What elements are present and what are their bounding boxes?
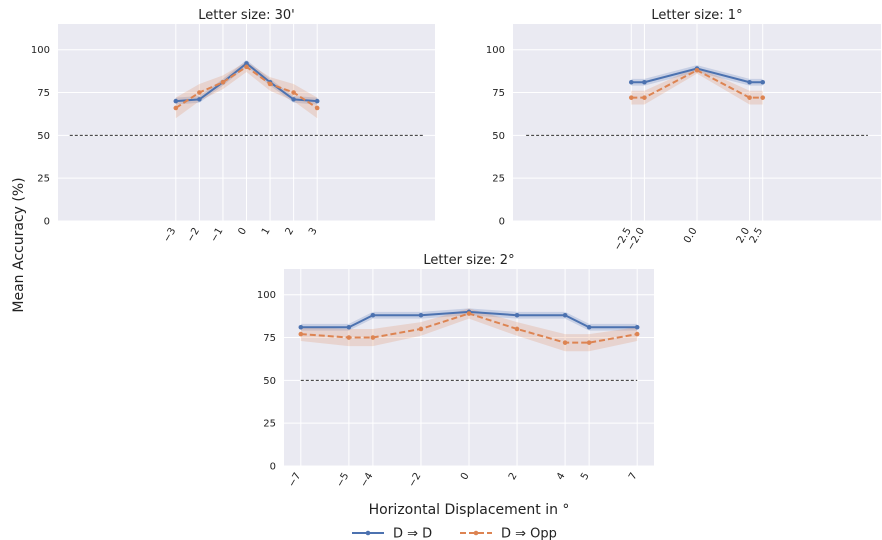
y-tick-label: 75 xyxy=(492,88,505,99)
data-point xyxy=(628,95,634,100)
data-point xyxy=(418,326,424,332)
ci-band xyxy=(631,65,763,86)
x-tick-label: −2 xyxy=(407,471,424,489)
x-tick-label: 4 xyxy=(555,471,568,482)
data-point xyxy=(562,312,568,318)
data-point xyxy=(747,79,752,85)
data-point xyxy=(514,326,520,332)
data-point xyxy=(346,335,352,340)
y-tick-label: 75 xyxy=(263,333,276,344)
x-tick-label: 0.0 xyxy=(682,226,699,245)
data-point xyxy=(562,340,568,345)
x-axis-label: Horizontal Displacement in ° xyxy=(369,502,570,518)
data-point xyxy=(244,64,249,70)
data-point xyxy=(346,324,352,330)
panel-title: Letter size: 1° xyxy=(651,8,742,23)
data-point xyxy=(586,340,592,345)
data-point xyxy=(173,105,179,111)
y-tick-label: 50 xyxy=(37,131,50,142)
data-point xyxy=(298,331,304,337)
x-tick-label: 1 xyxy=(260,226,273,237)
x-tick-label: −7 xyxy=(287,471,304,489)
ci-band xyxy=(175,59,318,105)
data-point xyxy=(197,90,202,95)
legend-label-opp: D ⇒ Opp xyxy=(501,527,557,540)
data-point xyxy=(267,81,273,87)
data-point xyxy=(514,312,520,318)
y-tick-label: 25 xyxy=(492,174,505,185)
data-point xyxy=(220,79,226,85)
y-tick-label: 25 xyxy=(37,174,50,185)
data-point xyxy=(747,95,752,100)
data-point xyxy=(314,98,320,104)
x-tick-label: −3 xyxy=(162,226,179,244)
y-tick-label: 75 xyxy=(37,88,50,99)
x-tick-label: 0 xyxy=(236,226,249,237)
panel-title: Letter size: 2° xyxy=(423,253,514,268)
y-tick-label: 0 xyxy=(270,462,276,473)
data-point xyxy=(760,95,766,100)
x-tick-label: 5 xyxy=(579,471,592,482)
data-point xyxy=(760,79,766,85)
x-tick-label: −5 xyxy=(335,471,352,489)
panel-3: 0 25 50 75 100 −7 −5 −4 −2 0 2 4 5 7 Letter size: 2° xyxy=(257,253,654,489)
legend: D ⇒ D D ⇒ Opp xyxy=(352,527,557,540)
data-point xyxy=(642,95,647,100)
x-tick-label: 7 xyxy=(627,471,640,482)
ci-band xyxy=(300,308,638,331)
x-tick-label: −4 xyxy=(359,471,376,489)
x-tick-label: 2.5 xyxy=(748,226,765,245)
y-tick-label: 0 xyxy=(499,217,505,228)
y-tick-label: 0 xyxy=(44,217,50,228)
legend-label-dd: D ⇒ D xyxy=(393,527,432,540)
data-point xyxy=(642,79,647,85)
data-point xyxy=(298,324,304,330)
x-tick-label: 2 xyxy=(284,226,297,237)
ci-band xyxy=(631,66,763,105)
x-tick-label: 2 xyxy=(507,471,520,482)
x-tick-label: −2 xyxy=(185,226,202,244)
data-point xyxy=(370,312,376,318)
x-tick-label: −1 xyxy=(209,226,226,244)
ci-band xyxy=(300,308,638,352)
y-tick-label: 100 xyxy=(257,290,276,301)
x-tick-label: 0 xyxy=(459,471,472,482)
data-point xyxy=(370,335,376,340)
data-point xyxy=(628,79,634,85)
y-tick-label: 50 xyxy=(492,131,505,142)
data-point xyxy=(466,311,472,316)
data-point xyxy=(314,105,320,111)
y-tick-label: 25 xyxy=(263,419,276,430)
y-tick-label: 100 xyxy=(486,45,505,56)
data-point xyxy=(173,98,179,104)
data-point xyxy=(197,97,202,102)
data-point xyxy=(634,324,640,330)
y-tick-label: 100 xyxy=(31,45,50,56)
data-point xyxy=(244,61,249,66)
data-point xyxy=(586,324,592,330)
data-point xyxy=(291,97,296,102)
data-point xyxy=(418,312,424,318)
legend-marker-dd xyxy=(365,530,371,536)
x-tick-label: 3 xyxy=(307,226,320,237)
panel-title: Letter size: 30' xyxy=(198,8,295,23)
data-point xyxy=(634,331,640,337)
y-tick-label: 50 xyxy=(263,376,276,387)
legend-marker-opp xyxy=(473,530,479,536)
data-point xyxy=(694,67,700,73)
data-point xyxy=(291,90,296,95)
y-axis-label: Mean Accuracy (%) xyxy=(11,177,27,312)
